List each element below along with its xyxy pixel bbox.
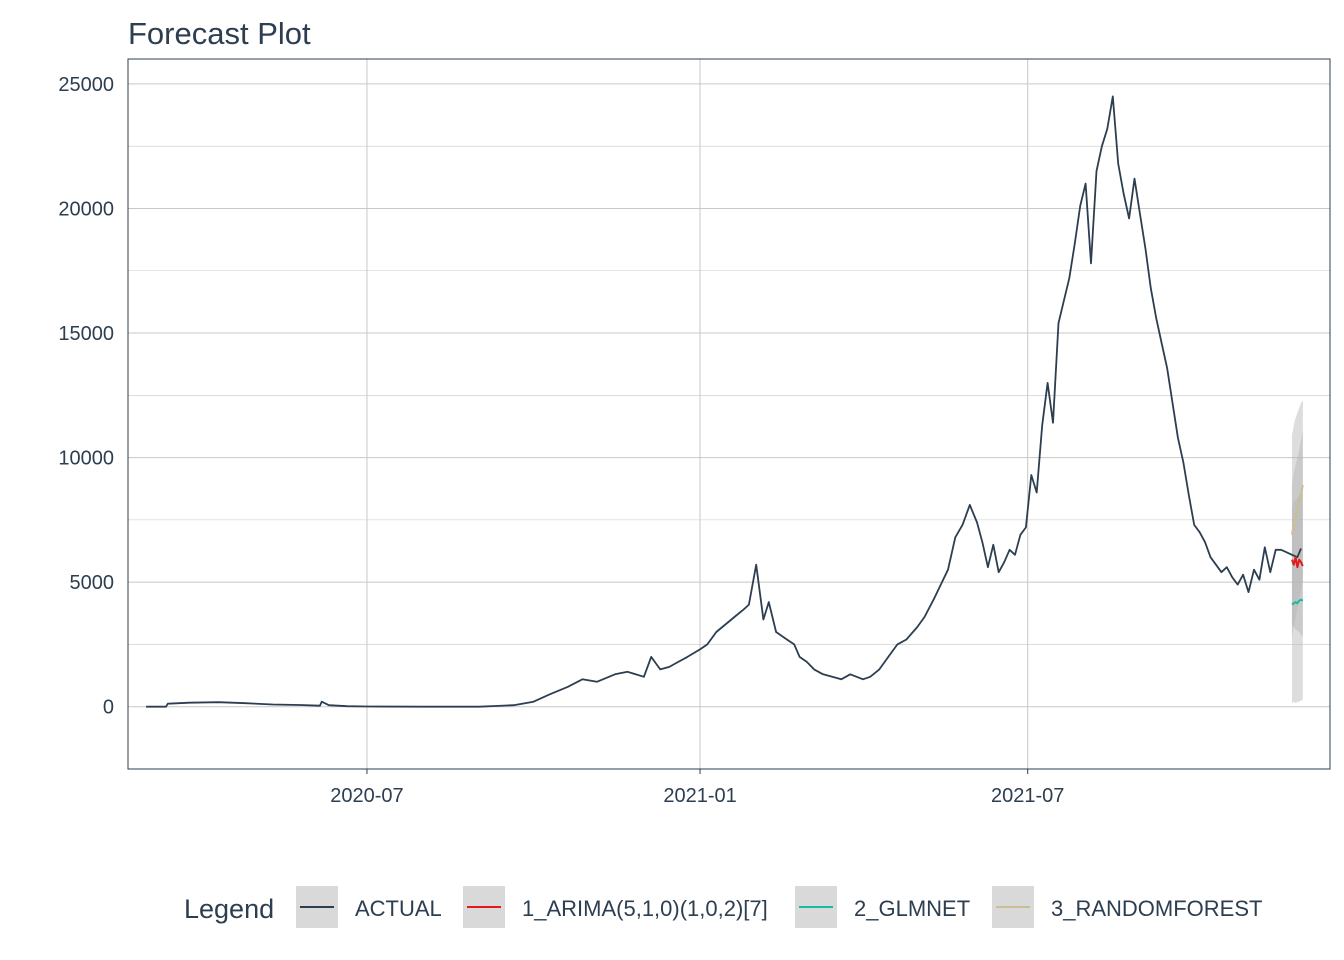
legend-label: 1_ARIMA(5,1,0)(1,0,2)[7] xyxy=(522,896,768,921)
confidence-band xyxy=(1291,400,1303,637)
x-axis: 2020-07 2021-01 2021-07 xyxy=(330,769,1064,807)
confidence-bands xyxy=(1291,400,1303,703)
y-tick-label: 10000 xyxy=(58,448,114,470)
series-line xyxy=(1291,484,1304,535)
y-tick-label: 20000 xyxy=(58,198,114,220)
series-line xyxy=(1291,598,1304,606)
x-tick-label: 2021-01 xyxy=(663,785,736,807)
confidence-band xyxy=(1291,430,1303,637)
legend-title: Legend xyxy=(184,894,274,924)
series-lines xyxy=(146,95,1304,708)
x-tick-label: 2020-07 xyxy=(330,785,403,807)
y-tick-label: 5000 xyxy=(70,572,115,594)
series-line xyxy=(1291,556,1304,569)
y-tick-label: 0 xyxy=(103,697,114,719)
series-line xyxy=(146,95,1302,708)
grid-lines xyxy=(128,59,1330,769)
y-axis: 0 5000 10000 15000 20000 25000 xyxy=(58,74,114,719)
y-tick-label: 15000 xyxy=(58,323,114,345)
legend-label: 2_GLMNET xyxy=(854,896,970,921)
legend: Legend ACTUAL 1_ARIMA(5,1,0)(1,0,2)[7] 2_G… xyxy=(184,886,1262,928)
panel-border xyxy=(127,58,1331,770)
x-tick-label: 2021-07 xyxy=(991,785,1064,807)
chart-title: Forecast Plot xyxy=(128,16,311,51)
confidence-band xyxy=(1291,492,1303,703)
legend-label: ACTUAL xyxy=(355,896,442,921)
y-tick-label: 25000 xyxy=(58,74,114,96)
legend-label: 3_RANDOMFOREST xyxy=(1051,896,1262,921)
